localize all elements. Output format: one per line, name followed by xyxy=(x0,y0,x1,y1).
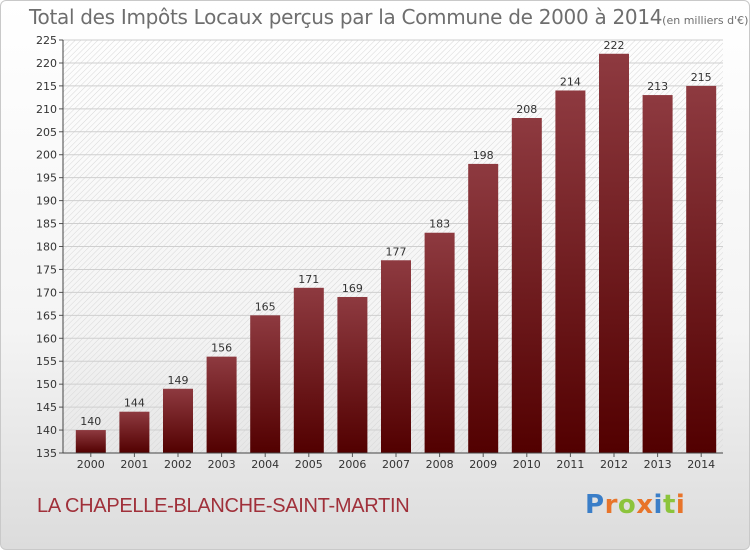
brand-logo[interactable]: Proxiti xyxy=(585,490,685,520)
data-label-2014: 215 xyxy=(691,71,712,84)
chart-title-text: Total des Impôts Locaux perçus par la Co… xyxy=(29,5,663,29)
bar-2000 xyxy=(75,430,106,453)
x-tick-label: 2012 xyxy=(600,458,628,471)
brand-letter: r xyxy=(604,490,618,520)
bar-2001 xyxy=(119,411,150,453)
data-label-2000: 140 xyxy=(80,415,101,428)
data-label-2001: 144 xyxy=(124,397,145,410)
x-tick-label: 2007 xyxy=(382,458,410,471)
y-tick-label: 210 xyxy=(36,103,57,116)
x-axis-ticks: 2000 2001 2002 2003 2004 2005 2006 2007 2008 2009… xyxy=(77,453,715,471)
data-label-2009: 198 xyxy=(473,149,494,162)
bar-2002 xyxy=(163,388,193,453)
data-label-2006: 169 xyxy=(342,282,363,295)
y-tick-label: 170 xyxy=(36,286,57,299)
bar-2008 xyxy=(424,232,455,453)
y-tick-label: 160 xyxy=(36,332,57,345)
y-axis-ticks: 135 140 145 150 155 160 165 170 175 180 185 190 195 2… xyxy=(36,34,63,460)
data-label-2004: 165 xyxy=(255,300,276,313)
y-tick-label: 140 xyxy=(36,424,57,437)
bar-2012 xyxy=(599,53,629,454)
x-tick-label: 2005 xyxy=(295,458,323,471)
brand-letter: t xyxy=(662,490,676,520)
chart-subtitle: (en milliers d'€) xyxy=(662,14,749,27)
x-tick-label: 2014 xyxy=(687,458,715,471)
x-tick-label: 2008 xyxy=(426,458,454,471)
bar-2006 xyxy=(337,296,368,453)
x-tick-label: 2000 xyxy=(77,458,105,471)
commune-name: LA CHAPELLE-BLANCHE-SAINT-MARTIN xyxy=(37,495,410,517)
data-label-2013: 213 xyxy=(647,80,668,93)
y-tick-label: 215 xyxy=(36,80,57,93)
data-label-2012: 222 xyxy=(604,39,625,52)
y-tick-label: 165 xyxy=(36,309,57,322)
bar-2009 xyxy=(468,163,499,453)
y-tick-label: 205 xyxy=(36,126,57,139)
y-tick-label: 195 xyxy=(36,172,57,185)
x-tick-label: 2002 xyxy=(164,458,192,471)
data-label-2011: 214 xyxy=(560,75,581,88)
bar-2013 xyxy=(642,95,673,454)
y-tick-label: 185 xyxy=(36,218,57,231)
y-tick-label: 155 xyxy=(36,355,57,368)
y-tick-label: 200 xyxy=(36,149,57,162)
x-tick-label: 2006 xyxy=(338,458,366,471)
brand-letter: o xyxy=(617,490,637,520)
brand-letter: i xyxy=(675,490,686,520)
bar-2003 xyxy=(206,356,237,453)
brand-letter: x xyxy=(636,490,654,520)
y-tick-label: 150 xyxy=(36,378,57,391)
x-tick-label: 2010 xyxy=(513,458,541,471)
data-label-2005: 171 xyxy=(298,273,319,286)
axes xyxy=(62,40,723,454)
bar-2004 xyxy=(250,315,281,453)
data-label-2007: 177 xyxy=(386,245,407,258)
bar-2005 xyxy=(293,287,324,453)
data-label-2010: 208 xyxy=(516,103,537,116)
brand-letter: P xyxy=(585,490,605,520)
bar-2010 xyxy=(511,118,542,453)
brand-letter: i xyxy=(653,490,663,520)
bar-2014 xyxy=(686,85,717,453)
x-tick-label: 2004 xyxy=(251,458,279,471)
chart-title: Total des Impôts Locaux perçus par la Co… xyxy=(29,5,748,29)
x-tick-label: 2011 xyxy=(556,458,584,471)
y-tick-label: 180 xyxy=(36,241,57,254)
y-tick-label: 175 xyxy=(36,263,57,276)
x-tick-label: 2003 xyxy=(208,458,236,471)
y-tick-label: 220 xyxy=(36,57,57,70)
x-tick-label: 2013 xyxy=(644,458,672,471)
x-tick-label: 2001 xyxy=(120,458,148,471)
y-tick-label: 135 xyxy=(36,447,57,460)
x-tick-label: 2009 xyxy=(469,458,497,471)
data-label-2003: 156 xyxy=(211,342,232,355)
data-label-2008: 183 xyxy=(429,218,450,231)
bar-2007 xyxy=(381,260,411,453)
y-tick-label: 190 xyxy=(36,195,57,208)
y-tick-label: 225 xyxy=(36,34,57,47)
data-label-2002: 149 xyxy=(168,374,189,387)
bars: 140 144 149 156 165 171 169 177 183 198 208 214 222 2… xyxy=(75,39,717,454)
y-tick-label: 145 xyxy=(36,401,57,414)
bar-2011 xyxy=(555,90,586,453)
